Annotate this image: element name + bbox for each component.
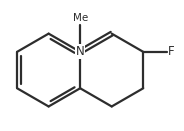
Text: F: F (168, 45, 175, 58)
Text: N: N (76, 45, 84, 58)
Text: Me: Me (72, 13, 88, 23)
